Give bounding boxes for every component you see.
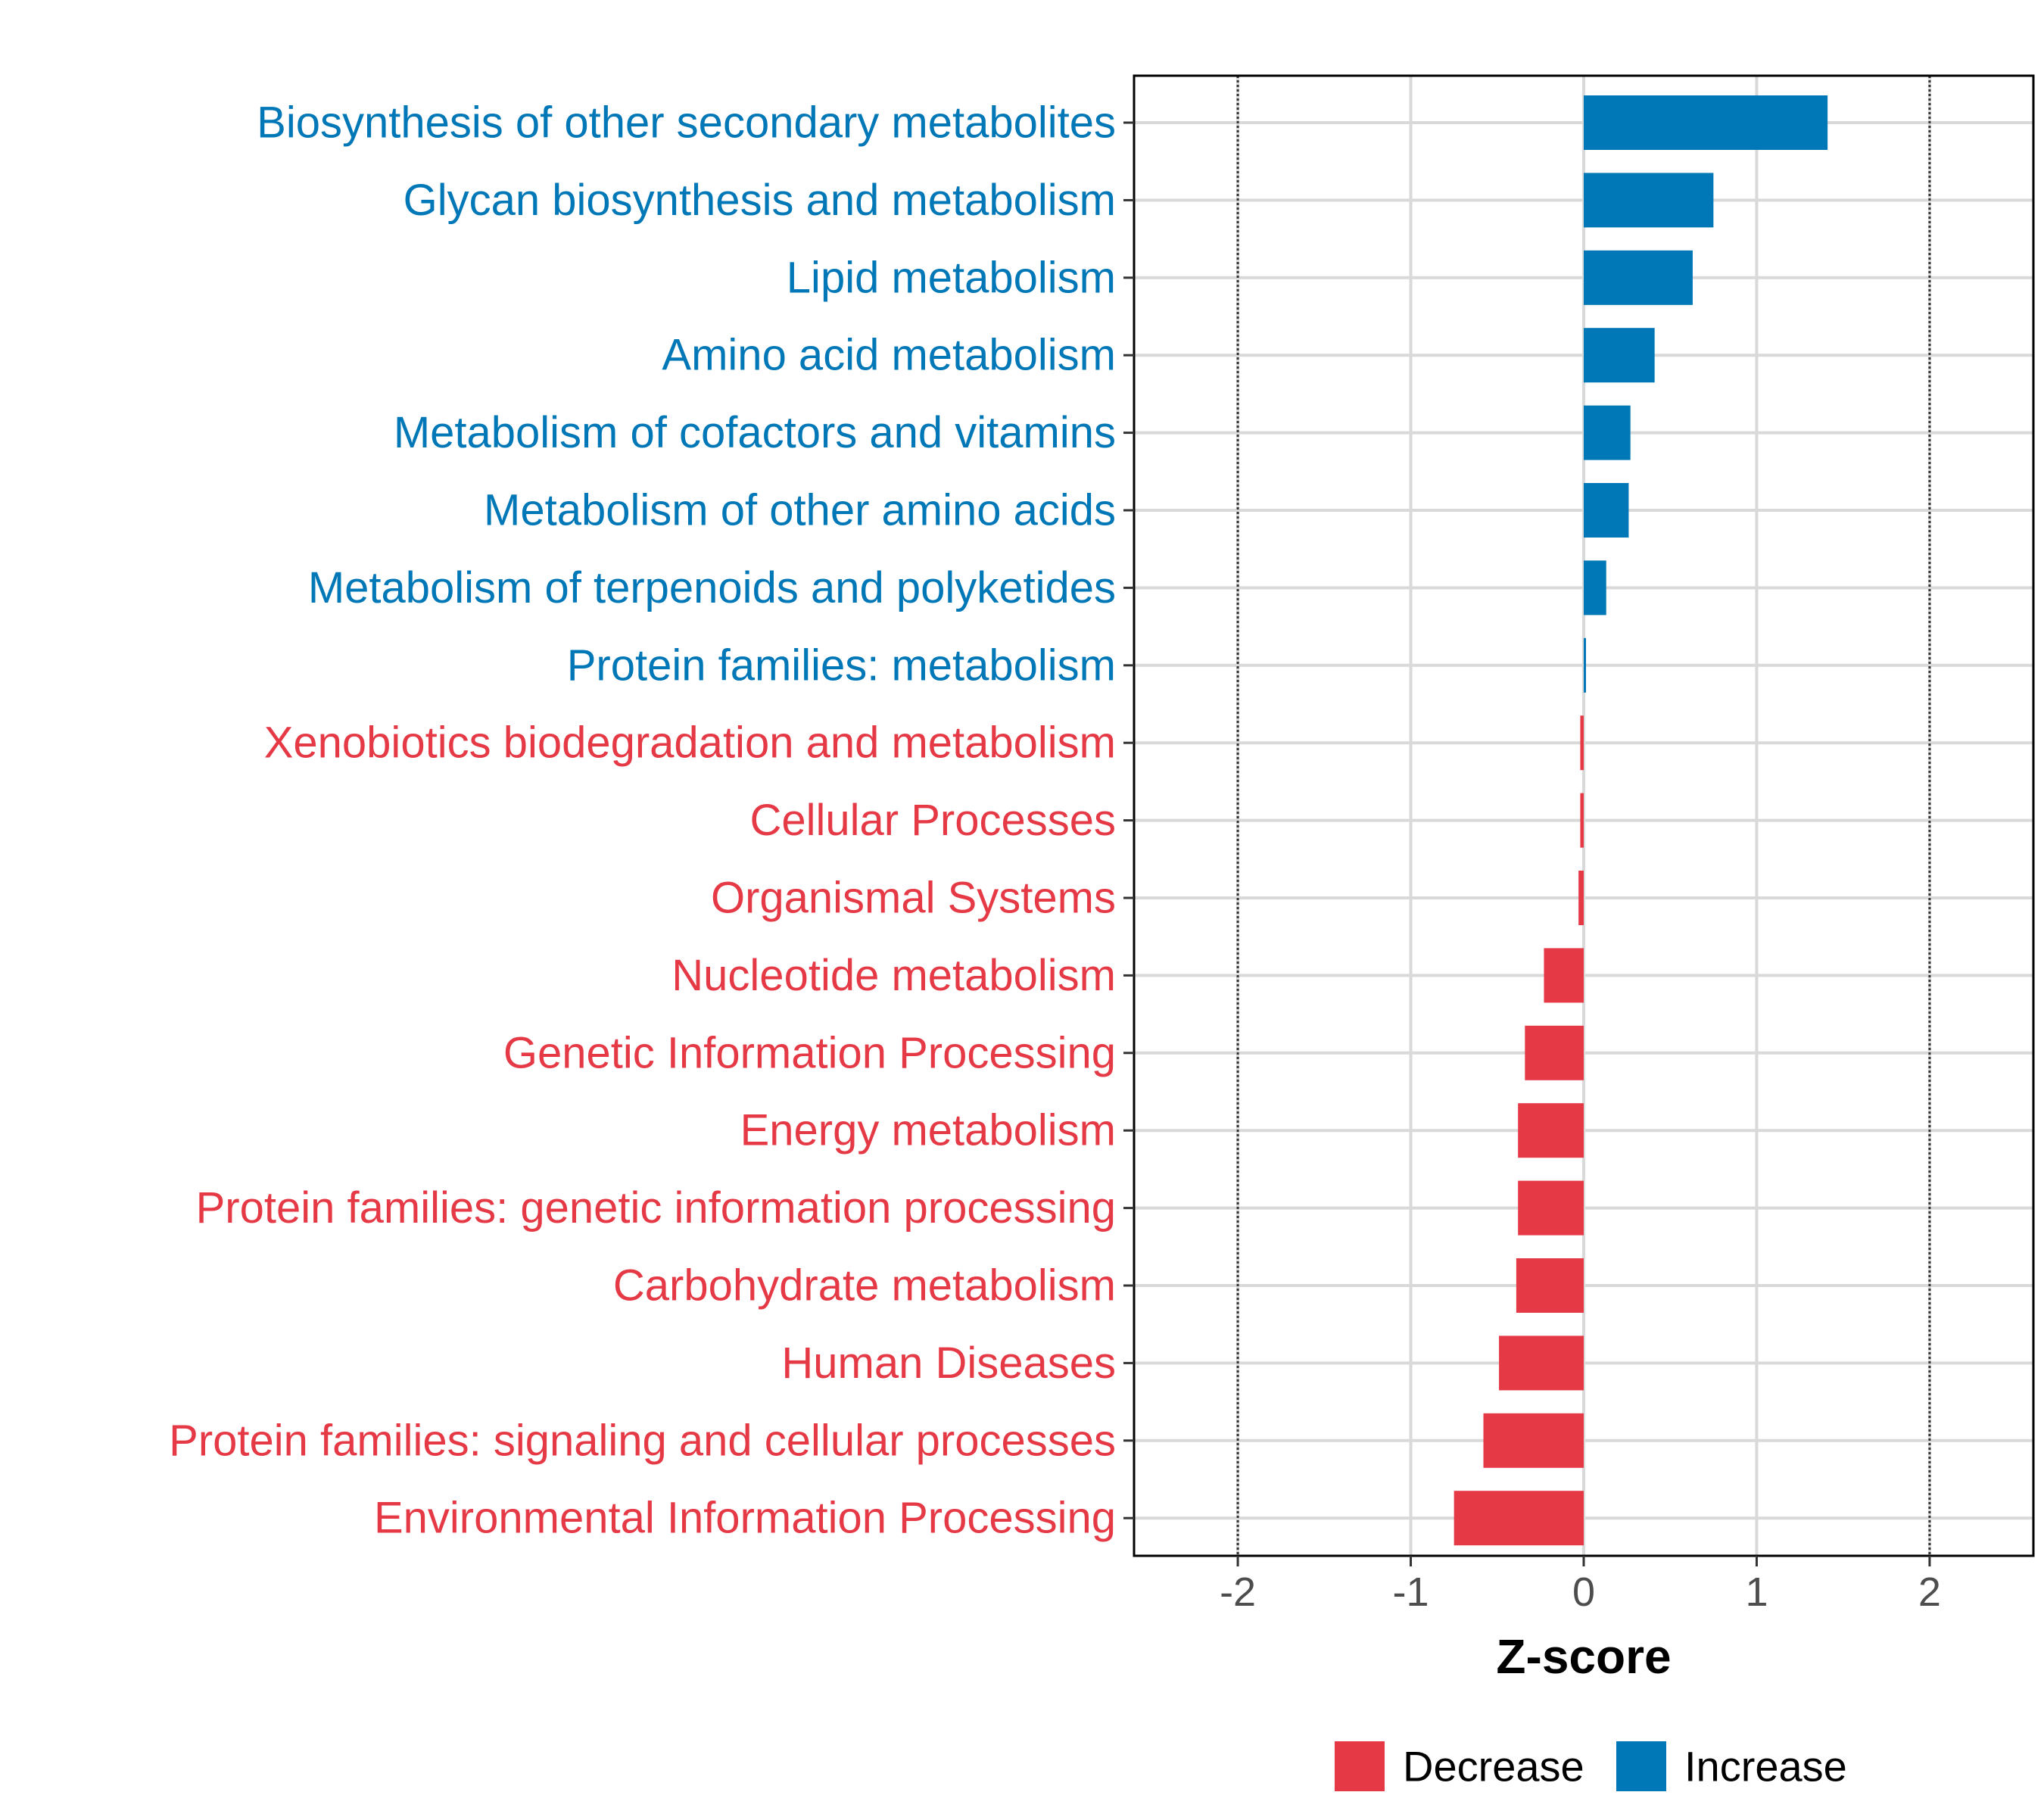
reference-lines (1236, 76, 1931, 1556)
category-label: Carbohydrate metabolism (613, 1261, 1116, 1311)
x-tick-label: 1 (1745, 1569, 1768, 1615)
category-label: Biosynthesis of other secondary metaboli… (257, 98, 1116, 148)
category-label: Protein families: signaling and cellular… (169, 1416, 1116, 1465)
category-label: Genetic Information Processing (503, 1028, 1116, 1077)
category-label: Energy metabolism (740, 1106, 1116, 1155)
bar (1544, 948, 1584, 1003)
bar (1584, 405, 1631, 460)
bar (1499, 1335, 1584, 1391)
category-label: Protein families: metabolism (567, 640, 1116, 690)
x-tick-label: 0 (1572, 1569, 1595, 1615)
bars (1454, 95, 1828, 1546)
category-label: Protein families: genetic information pr… (196, 1183, 1116, 1233)
bar (1584, 328, 1655, 383)
bar (1525, 1025, 1584, 1080)
category-label: Metabolism of terpenoids and polyketides (308, 563, 1116, 612)
bar (1584, 483, 1629, 538)
legend-key (1335, 1741, 1385, 1791)
bar (1483, 1413, 1584, 1468)
bar (1518, 1180, 1584, 1236)
legend-key (1616, 1741, 1666, 1791)
x-axis-title: Z-score (1496, 1629, 1671, 1684)
bar (1584, 250, 1693, 305)
bar (1454, 1491, 1584, 1546)
y-axis-ticks (1123, 121, 1134, 1519)
bar (1584, 560, 1606, 616)
category-label: Human Diseases (781, 1339, 1116, 1388)
bar (1516, 1258, 1584, 1313)
category-label: Cellular Processes (749, 796, 1116, 845)
bar (1580, 715, 1584, 771)
category-label: Nucleotide metabolism (671, 951, 1116, 1000)
bar (1518, 1103, 1584, 1158)
category-label: Metabolism of other amino acids (484, 486, 1116, 535)
bar (1584, 173, 1714, 228)
bar (1580, 793, 1584, 848)
category-label: Xenobiotics biodegradation and metabolis… (264, 718, 1116, 768)
category-label: Lipid metabolism (787, 253, 1116, 302)
bar (1584, 637, 1586, 693)
category-label: Environmental Information Processing (374, 1494, 1116, 1543)
category-label: Metabolism of cofactors and vitamins (394, 408, 1116, 457)
category-label: Organismal Systems (711, 874, 1116, 923)
legend: Decrease Increase (1335, 1741, 1847, 1791)
x-axis-ticks: -2 -1 0 1 2 (1220, 1556, 1941, 1615)
bar (1578, 871, 1584, 925)
y-axis-labels: Biosynthesis of other secondary metaboli… (169, 98, 1116, 1543)
bar (1584, 95, 1828, 150)
legend-label: Increase (1684, 1743, 1847, 1791)
category-label: Glycan biosynthesis and metabolism (404, 176, 1116, 225)
category-label: Amino acid metabolism (662, 331, 1116, 380)
x-tick-label: 2 (1918, 1569, 1941, 1615)
legend-label: Decrease (1403, 1743, 1584, 1791)
x-tick-label: -1 (1393, 1569, 1429, 1615)
x-tick-label: -2 (1220, 1569, 1256, 1615)
